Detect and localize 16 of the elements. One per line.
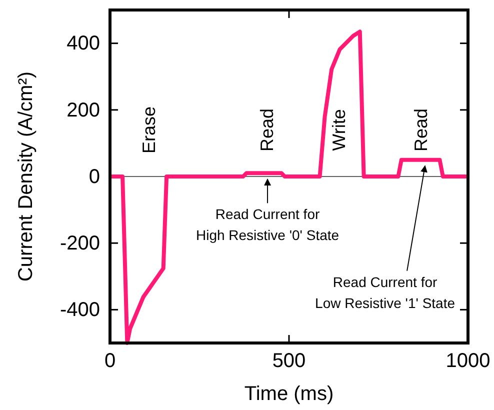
x-axis-title: Time (ms) [244,383,334,405]
y-tick-label: 0 [88,166,100,188]
y-tick-label: 200 [66,99,100,122]
x-tick-label: 1000 [446,350,490,372]
annotation: Read [256,108,277,152]
annotation: Erase [138,106,159,154]
y-tick-label: 400 [66,32,100,55]
y-tick-label: -200 [60,232,100,254]
y-tick-label: -400 [60,299,100,322]
x-tick-label: 500 [272,350,306,372]
annotation: Write [328,109,349,151]
y-axis-title: Current Density (A/cm²) [15,71,37,282]
annotation: Read Current for High Resistive '0' State [196,206,340,244]
x-tick-label: 0 [104,350,116,372]
annotation: Read [410,108,431,152]
annotation: Read Current for Low Resistive '1' State [315,274,456,311]
